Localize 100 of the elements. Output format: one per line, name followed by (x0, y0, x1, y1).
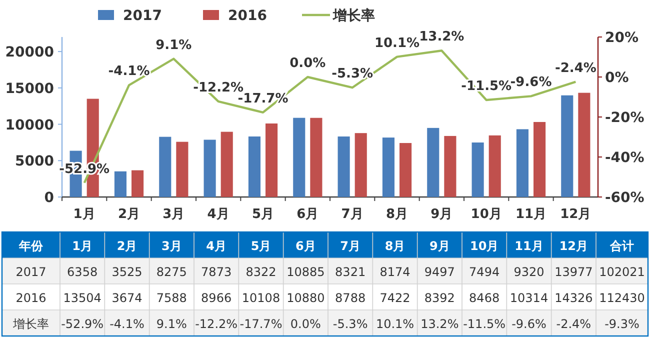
data-label: 14326 (554, 291, 593, 305)
data-label: 8174 (380, 265, 410, 279)
text: -2.4% (554, 60, 596, 76)
x-tick-label: 7月 (341, 207, 364, 222)
data-label: 7588 (156, 291, 187, 305)
bar (114, 171, 126, 197)
text: 合计 (609, 239, 634, 253)
x-tick-label: 6月 (296, 207, 319, 222)
text: 2016 (16, 291, 46, 305)
data-label: -17.7% (240, 317, 282, 331)
bar (132, 170, 144, 197)
data-label: 10.1% (376, 317, 414, 331)
bar (176, 142, 188, 197)
data-label: 8966 (201, 291, 232, 305)
data-label: 3674 (112, 291, 142, 305)
bar (534, 122, 546, 197)
data-label: 8275 (156, 265, 187, 279)
y2-tick-label: -20% (605, 110, 644, 126)
legend-label: 2017 (123, 8, 162, 24)
bar (310, 118, 322, 197)
data-label: 6358 (67, 265, 98, 279)
bar (427, 128, 440, 197)
x-tick-label: 3月 (162, 207, 185, 222)
text: 2017 (16, 265, 46, 279)
bar (204, 140, 216, 197)
bar (382, 138, 394, 197)
category-label: 3月 (161, 239, 182, 253)
data-label: 8322 (246, 265, 276, 279)
data-label: -2.4% (556, 317, 592, 331)
text: 年份 (18, 239, 44, 253)
data-label: -9.6% (512, 317, 546, 331)
data-label: 9320 (514, 265, 544, 279)
x-tick-label: 8月 (386, 207, 408, 222)
data-label: 8788 (335, 291, 366, 305)
legend-label: 2016 (228, 8, 267, 24)
y2-tick-label: -40% (605, 150, 644, 166)
x-tick-label: 11月 (515, 207, 547, 222)
data-label: 10880 (286, 291, 325, 305)
data-label: -11.5% (463, 317, 506, 331)
text: 10.1% (374, 36, 420, 51)
data-label: 0.0% (290, 317, 321, 331)
y-tick-label: 15000 (5, 80, 54, 97)
category-label: 4月 (206, 239, 227, 253)
bar (159, 136, 172, 197)
data-label: 13.2% (420, 317, 459, 331)
data-label: 8468 (469, 291, 500, 305)
y-tick-label: 0 (44, 190, 54, 206)
data-label: 9.1% (156, 317, 187, 331)
text: 112430 (599, 291, 645, 305)
y2-tick-label: -60% (605, 190, 644, 206)
bar (266, 123, 278, 197)
bar (293, 118, 306, 197)
text: 102021 (599, 265, 645, 279)
y2-tick-label: 0% (605, 70, 629, 86)
text: 9.1% (156, 38, 192, 53)
x-tick-label: 9月 (430, 207, 453, 222)
bar (444, 136, 456, 197)
x-tick-label: 5月 (252, 207, 274, 222)
bar (578, 92, 590, 197)
category-label: 12月 (559, 239, 588, 253)
bar (516, 129, 528, 197)
bar (472, 142, 484, 197)
legend-label: 增长率 (332, 7, 375, 24)
data-label: -52.9% (61, 317, 104, 331)
category-label: 11月 (514, 239, 544, 253)
data-label: 3525 (112, 265, 142, 279)
y-tick-label: 10000 (5, 117, 54, 134)
text: -9.3% (604, 317, 640, 331)
category-label: 1月 (72, 239, 93, 253)
category-label: 8月 (384, 239, 406, 253)
category-label: 10月 (470, 239, 499, 253)
data-label: 13977 (554, 265, 593, 279)
x-tick-label: 1月 (73, 207, 96, 222)
bar (248, 136, 260, 197)
data-label: 7494 (469, 265, 500, 279)
data-label: -5.3% (332, 317, 368, 331)
data-label: 7873 (201, 265, 232, 279)
y-tick-label: 5000 (15, 154, 54, 170)
y-tick-label: 20000 (5, 44, 54, 61)
bar (220, 132, 233, 197)
category-label: 5月 (250, 239, 272, 253)
data-label: 7422 (380, 291, 410, 305)
category-label: 6月 (295, 239, 316, 253)
data-label: 10108 (242, 291, 280, 305)
text: 0.0% (290, 56, 326, 71)
data-label: 8321 (335, 265, 366, 279)
text: 增长率 (13, 317, 49, 331)
bar (400, 143, 412, 197)
text: -4.1% (108, 64, 150, 80)
x-tick-label: 10月 (470, 207, 502, 222)
data-label: 10885 (286, 265, 325, 279)
x-tick-label: 12月 (560, 207, 592, 222)
data-label: 10314 (510, 291, 548, 305)
y2-tick-label: 20% (605, 30, 639, 46)
bar (561, 95, 574, 197)
data-label: 9497 (424, 265, 455, 279)
category-label: 9月 (429, 239, 450, 253)
data-label: 13504 (63, 291, 102, 305)
text: -9.6% (510, 75, 552, 90)
text: 13.2% (419, 30, 464, 45)
